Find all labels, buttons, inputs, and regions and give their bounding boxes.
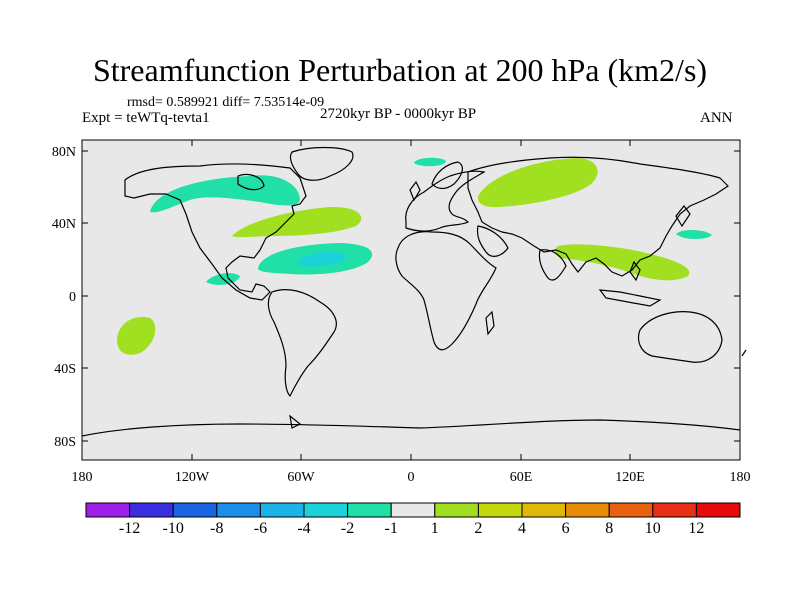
colorbar-label: -8 [210,520,223,537]
colorbar-label: 1 [431,520,439,537]
season-label: ANN [700,110,733,126]
lat-tick-label: 0 [69,290,76,305]
colorbar-swatch [303,502,349,518]
colorbar-swatch [216,502,261,518]
colorbar-swatch [695,502,741,518]
colorbar-label: 8 [605,520,613,537]
colorbar-boxes [85,502,741,518]
colorbar-label: -1 [385,520,398,537]
coast-britain [409,180,421,202]
anomaly-eurasia-positive [477,158,598,208]
coastlines [81,146,747,437]
tick-marks [81,140,741,460]
colorbar-swatch [347,502,392,518]
colorbar-label: -2 [341,520,354,537]
coast-scandinavia [431,161,463,190]
coast-japan [675,205,691,228]
lon-tick-label: 120E [615,470,645,485]
colorbar-label: -12 [119,520,140,537]
lon-tick-label: 180 [72,470,93,485]
colorbar-swatch [434,502,479,518]
lat-tick-label: 80S [54,435,76,450]
colorbar-swatch [652,502,697,518]
colorbar-label: -10 [163,520,184,537]
period-label: 2720kyr BP - 0000kyr BP [320,106,477,122]
lon-tick-label: 180 [730,470,751,485]
coast-europe [405,170,486,232]
anomaly-caribbean-core [298,252,346,267]
coast-philippines [629,260,641,282]
colorbar-label: 12 [688,520,704,537]
lon-tick-label: 0 [408,470,415,485]
lat-tick-label: 40N [52,217,76,232]
anomaly-arctic-negative [414,157,446,167]
colorbar-swatch [390,502,436,518]
colorbar-label: 10 [645,520,661,537]
coast-north-america [124,163,307,301]
anomaly-south-pacific-positive [117,316,156,355]
coast-madagascar [485,310,495,336]
colorbar-label: 6 [562,520,570,537]
colorbar-swatch [521,502,567,518]
coast-antarctic-peninsula [289,414,302,429]
coast-india [538,249,567,281]
coast-greenland [289,146,354,181]
coast-australia [637,311,723,363]
colorbar-swatch [85,502,131,518]
anomaly-west-pacific-negative [676,229,712,239]
page-title: Streamfunction Perturbation at 200 hPa (… [92,52,708,88]
coast-africa [395,231,497,351]
colorbar-swatch [477,502,523,518]
colorbar-label: 4 [518,520,526,537]
experiment-label: Expt = teWTq-tevta1 [82,110,210,126]
coast-indonesia [598,289,662,307]
colorbar-swatch [259,502,305,518]
lon-tick-label: 60W [287,470,315,485]
lon-tick-label: 60E [510,470,533,485]
lon-tick-labels: 180 120W 60W 0 60E 120E 180 [72,470,751,485]
colorbar-swatch [172,502,218,518]
lon-tick-label: 120W [175,470,210,485]
colorbar-swatch [565,502,610,518]
lat-tick-label: 80N [52,145,76,160]
colorbar-swatch [608,502,654,518]
coast-arabia [476,225,509,257]
coast-south-america [267,289,337,398]
anomaly-atlantic-positive [232,206,362,238]
coast-asia [467,156,729,277]
coast-antarctica [81,419,741,437]
anomaly-north-america-negative [150,175,300,213]
colorbar-labels: -12 -10 -8 -6 -4 -2 -1 1 2 4 6 8 10 12 [119,520,704,537]
anomaly-south-asia-positive [555,244,690,281]
lat-tick-label: 40S [54,362,76,377]
colorbar-swatch [129,502,174,518]
lat-tick-labels: 80N 40N 0 40S 80S [52,145,76,450]
coast-hudson-bay [237,173,265,191]
colorbar-label: -6 [254,520,267,537]
colorbar-label: 2 [474,520,482,537]
coast-new-zealand [741,349,747,357]
colorbar-label: -4 [297,520,310,537]
anomaly-regions [117,157,712,355]
stats-text: rmsd= 0.589921 diff= 7.53514e-09 [127,95,325,110]
